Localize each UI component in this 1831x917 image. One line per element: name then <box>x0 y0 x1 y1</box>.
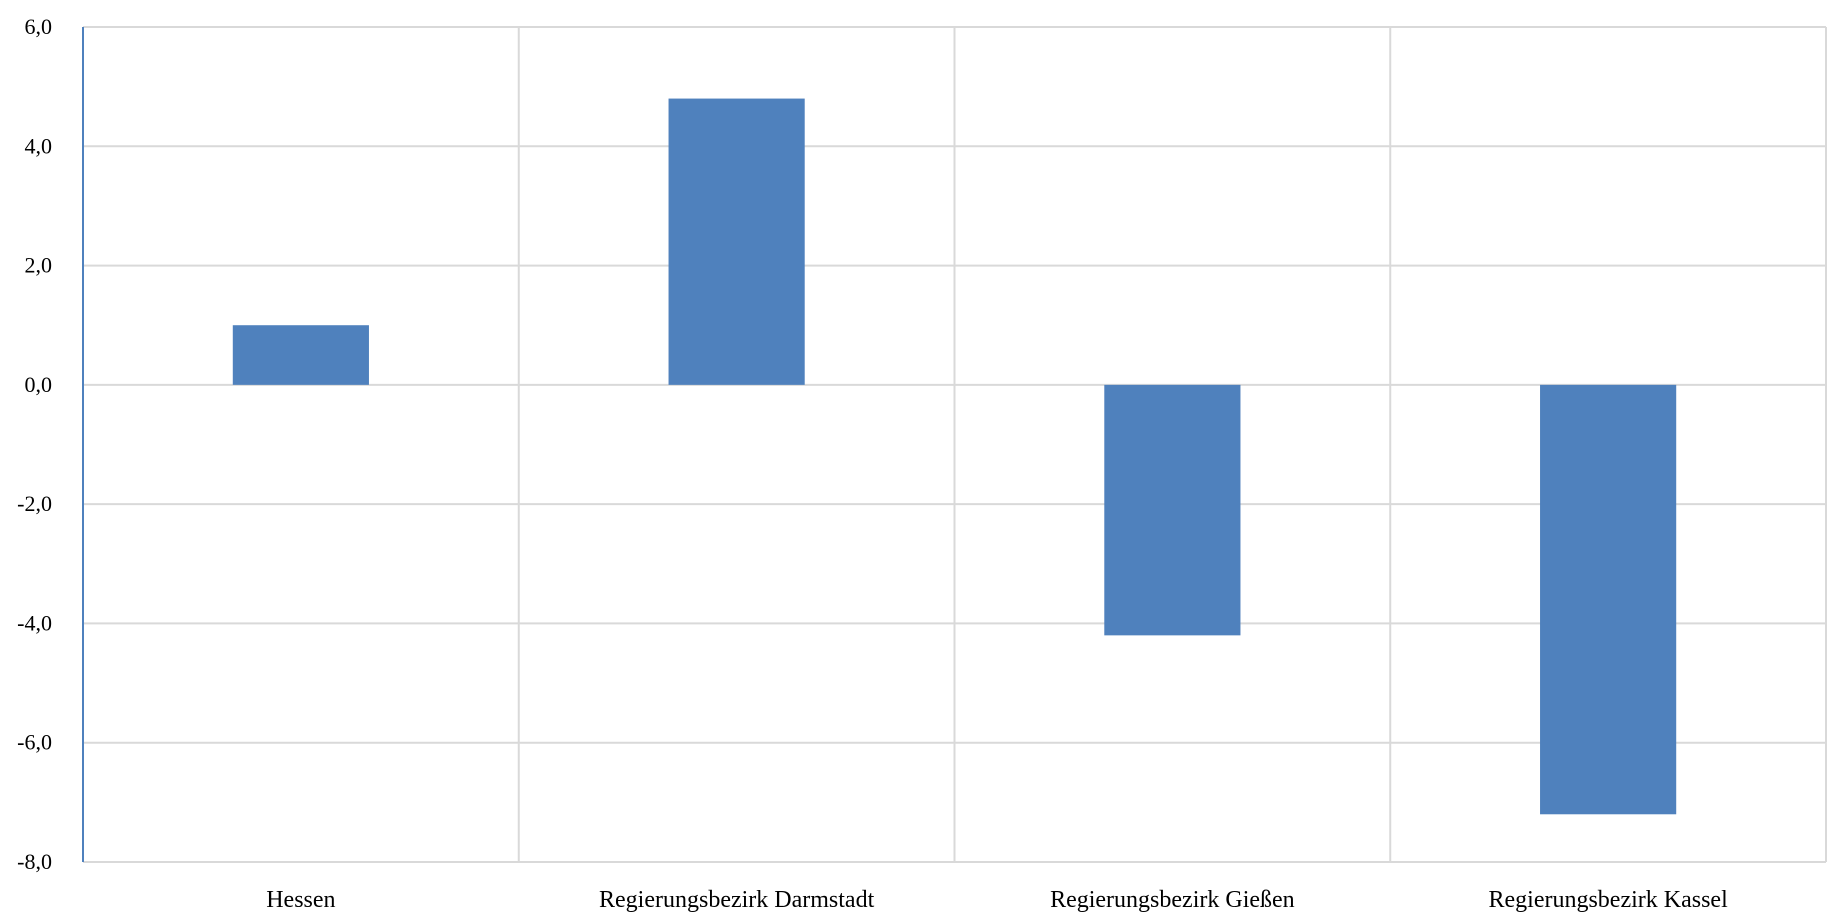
x-category-label: Hessen <box>266 887 335 913</box>
y-tick-label: 6,0 <box>25 14 53 39</box>
x-category-label: Regierungsbezirk Gießen <box>1050 887 1295 913</box>
y-tick-label: 0,0 <box>25 372 53 397</box>
y-tick-label: -2,0 <box>17 491 52 516</box>
x-category-labels: Hessen Regierungsbezirk Darmstadt Regierun… <box>266 887 1728 913</box>
y-tick-labels: 6,0 4,0 2,0 0,0 -2,0 -4,0 -6,0 -8,0 <box>17 14 52 874</box>
y-tick-label: 2,0 <box>25 253 53 278</box>
x-category-label: Regierungsbezirk Kassel <box>1488 887 1728 913</box>
bar <box>1540 384 1677 815</box>
vertical-gridlines <box>517 27 1827 862</box>
bar <box>1104 384 1241 636</box>
bar <box>232 325 369 385</box>
y-tick-label: 4,0 <box>25 133 53 158</box>
y-tick-label: -4,0 <box>17 610 52 635</box>
y-tick-label: -8,0 <box>17 849 52 874</box>
bar <box>668 98 805 385</box>
y-tick-label: -6,0 <box>17 730 52 755</box>
bar-series <box>232 98 1677 815</box>
x-category-label: Regierungsbezirk Darmstadt <box>599 887 875 913</box>
